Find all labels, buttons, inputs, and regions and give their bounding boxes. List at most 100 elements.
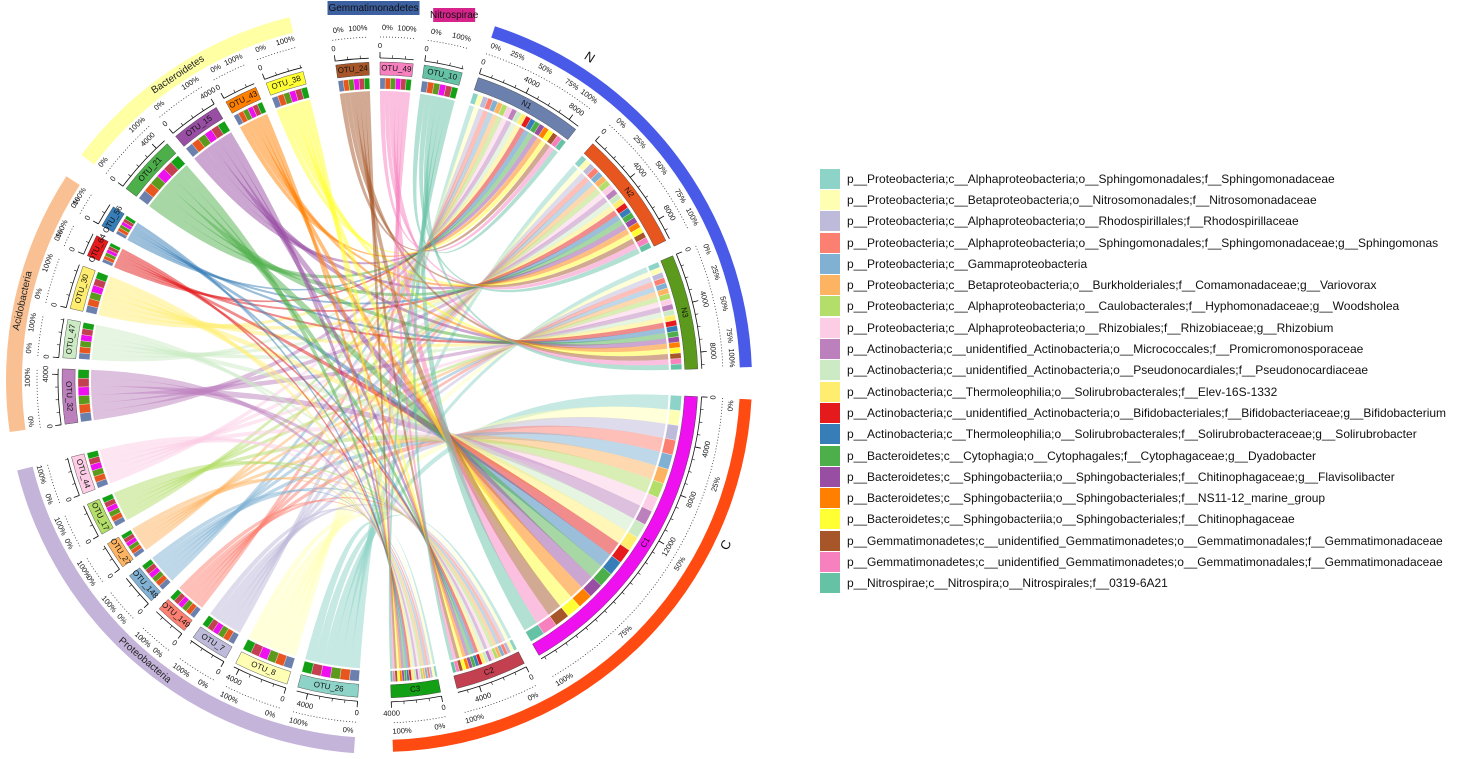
percent-tick-label: 0% — [430, 27, 442, 38]
group-label: N — [582, 48, 598, 66]
legend-swatch — [820, 573, 840, 594]
chord — [166, 178, 602, 577]
inner-slot — [202, 615, 214, 629]
percent-line — [256, 46, 298, 61]
legend-label: p__Proteobacteria;c__Alphaproteobacteria… — [847, 299, 1400, 314]
count-tick-label: 8000 — [708, 342, 718, 359]
tick-mark — [621, 592, 625, 595]
inner-slot — [101, 493, 115, 504]
percent-line — [63, 513, 81, 547]
legend-label: p__Proteobacteria;c__Alphaproteobacteria… — [847, 214, 1299, 229]
tick-mark — [645, 195, 649, 198]
percent-tick-label: 0% — [63, 537, 76, 551]
inner-slot — [405, 78, 412, 91]
tick-mark — [129, 584, 132, 587]
percent-line — [79, 192, 93, 214]
axis-line — [122, 140, 165, 187]
inner-slot — [77, 378, 90, 388]
tick-mark — [248, 674, 251, 678]
axis-line — [125, 577, 149, 604]
major-tick — [658, 215, 665, 220]
tick-mark — [681, 264, 685, 267]
segment-band — [125, 143, 177, 197]
inner-slot — [384, 77, 391, 90]
inner-slot — [79, 411, 93, 423]
percent-tick-label: 25% — [709, 475, 722, 492]
legend-item: p__Proteobacteria;c__Alphaproteobacteria… — [820, 168, 1446, 189]
phylum-arc — [5, 176, 80, 433]
count-tick-label: 0 — [105, 572, 115, 581]
legend-label: p__Proteobacteria;c__Betaproteobacteria;… — [847, 192, 1317, 207]
percent-tick-label: 0% — [332, 25, 344, 35]
inner-slot — [664, 423, 679, 441]
percent-tick-label: 0% — [24, 342, 34, 354]
legend-item: p__Proteobacteria;c__Gammaproteobacteria — [820, 253, 1446, 274]
tick-mark — [555, 649, 558, 653]
percent-tick-label: 100% — [348, 23, 368, 33]
inner-slot — [670, 358, 682, 365]
tick-mark — [461, 65, 464, 69]
legend-label: p__Bacteroidetes;c__Sphingobacteriia;o__… — [847, 512, 1295, 527]
legend-label: p__Actinobacteria;c__unidentified_Actino… — [847, 342, 1364, 357]
percent-tick-label: 0% — [52, 228, 65, 242]
major-tick — [424, 55, 427, 62]
percent-line — [141, 626, 170, 651]
percent-tick-label: 75% — [724, 327, 735, 343]
tick-mark — [84, 513, 88, 516]
legend-swatch — [820, 402, 840, 423]
segment-band — [225, 87, 262, 114]
legend-label: p__Proteobacteria;c__Alphaproteobacteria… — [847, 235, 1439, 250]
percent-tick-label: 0% — [726, 400, 736, 412]
legend-label: p__Proteobacteria;c__Alphaproteobacteria… — [847, 320, 1334, 335]
segment-band — [473, 77, 577, 140]
tick-mark — [64, 458, 68, 461]
legend-item: p__Proteobacteria;c__Alphaproteobacteria… — [820, 232, 1446, 253]
tick-mark — [652, 206, 656, 209]
count-tick-label: 0 — [599, 127, 608, 136]
tick-mark — [244, 84, 247, 88]
phylum-arc — [81, 17, 294, 165]
inner-slot — [353, 78, 360, 91]
legend-item: p__Bacteroidetes;c__Sphingobacteriia;o__… — [820, 466, 1446, 487]
major-tick — [210, 98, 215, 105]
major-tick — [262, 73, 265, 80]
tick-mark — [68, 471, 72, 473]
legend-label: p__Proteobacteria;c__Gammaproteobacteria — [847, 256, 1088, 271]
percent-tick-label: 0% — [434, 721, 447, 732]
chord — [92, 312, 663, 359]
legend-swatch — [820, 445, 840, 466]
segment-band — [422, 64, 463, 86]
tick-mark — [102, 547, 106, 551]
major-tick — [92, 220, 99, 225]
count-tick-label: 0 — [135, 607, 144, 616]
segment-band — [175, 107, 224, 147]
tick-mark — [191, 115, 194, 119]
legend-item: p__Proteobacteria;c__Betaproteobacteria;… — [820, 274, 1446, 296]
inner-slot — [525, 624, 545, 642]
axis-line — [335, 57, 369, 62]
count-tick-label: 0 — [82, 214, 92, 222]
percent-line — [332, 36, 369, 41]
tick-mark — [565, 642, 568, 646]
major-tick — [692, 300, 699, 303]
count-tick-label: 0 — [214, 82, 222, 92]
inner-slot — [667, 409, 681, 426]
tick-mark — [537, 96, 540, 100]
legend-swatch — [820, 211, 840, 232]
tick-mark — [260, 679, 263, 683]
major-tick — [568, 114, 574, 120]
percent-tick-label: 0% — [489, 41, 503, 53]
segment-label: C2 — [483, 665, 496, 677]
inner-slot — [170, 589, 182, 602]
count-tick-label: 4000 — [522, 74, 541, 90]
segment-band — [532, 395, 698, 656]
major-tick — [220, 92, 225, 99]
major-tick — [479, 67, 482, 74]
tick-mark — [66, 294, 70, 296]
segment-band — [158, 599, 193, 631]
axis-line — [264, 67, 303, 80]
legend-swatch — [820, 232, 840, 253]
segment-band — [583, 143, 667, 247]
tick-mark — [101, 211, 105, 214]
count-tick-label: 0 — [354, 708, 359, 717]
